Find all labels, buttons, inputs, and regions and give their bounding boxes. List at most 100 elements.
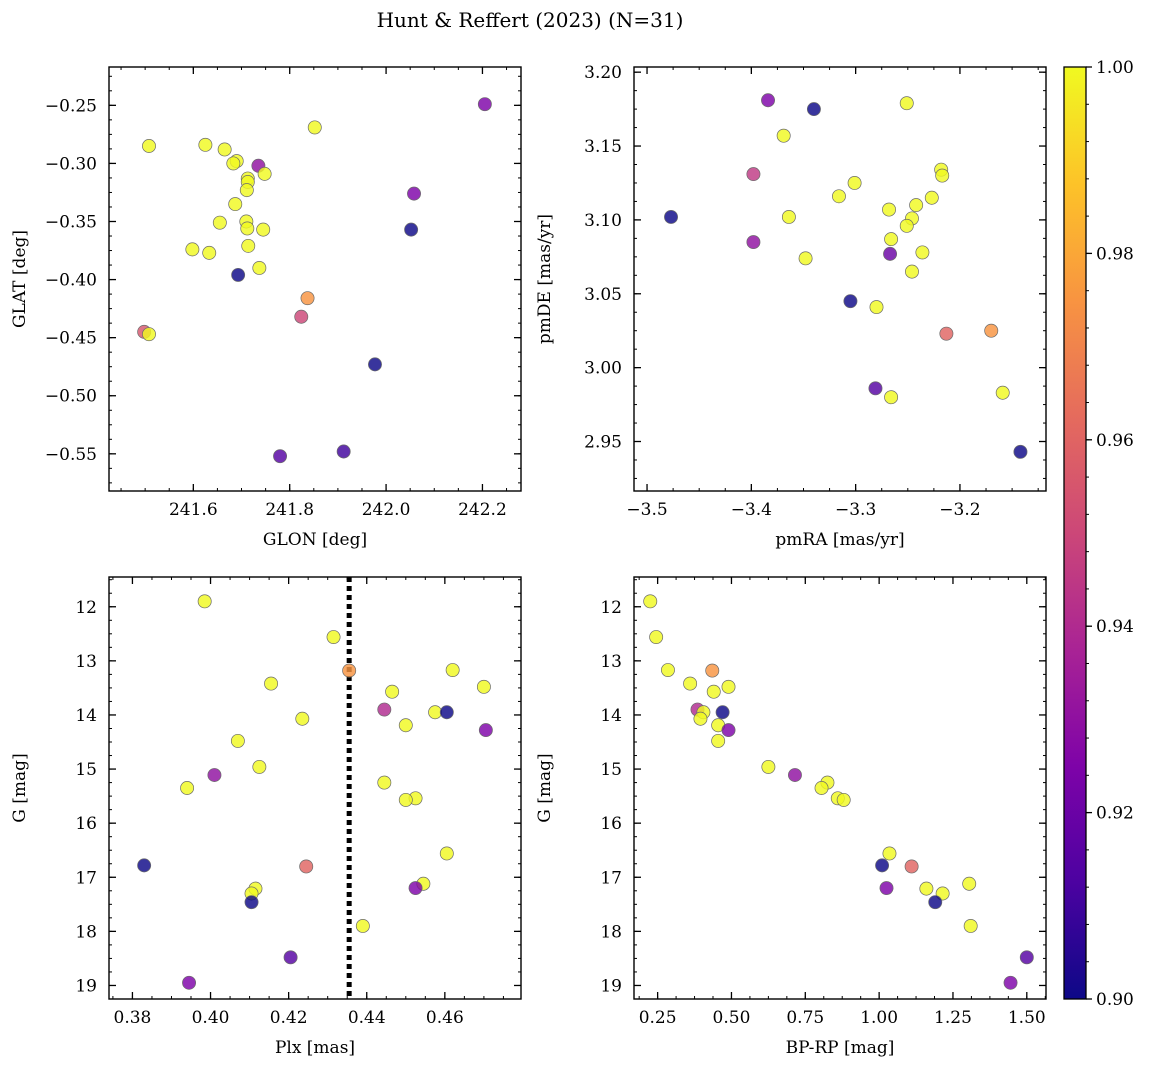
scatter-point [252, 261, 267, 275]
scatter-point [368, 357, 382, 372]
y-tick-label: 3.10 [584, 211, 622, 231]
scatter-point [477, 97, 492, 112]
x-tick-label: 0.25 [639, 1008, 677, 1028]
scatter-point [984, 323, 999, 338]
y-tick-label: −0.50 [45, 387, 97, 407]
scatter-point [428, 705, 443, 720]
scatter-point [294, 309, 309, 324]
scatter-point [962, 876, 977, 891]
scatter-point [336, 444, 351, 459]
axes-frame [108, 576, 522, 1000]
colorbar-tick-label: 0.94 [1096, 617, 1134, 637]
colorbar-tick-label: 1.00 [1096, 58, 1134, 78]
scatter-point [299, 859, 314, 874]
y-tick-label: 19 [75, 976, 97, 996]
colorbar-ticks: 0.90 0.92 0.94 0.96 0.98 1.00 [1086, 58, 1134, 1010]
scatter-point [257, 166, 272, 181]
scatter-point [915, 245, 930, 260]
scatter-point [843, 294, 858, 309]
scatter-point [781, 210, 796, 224]
scatter-point [776, 128, 791, 143]
scatter-point [884, 390, 899, 405]
scatter-point [377, 702, 392, 717]
x-tick-label: 242.0 [362, 500, 411, 520]
scatter-point [355, 919, 370, 933]
scatter-point [706, 684, 721, 699]
scatter-point [939, 326, 954, 341]
scatter-point [264, 676, 279, 691]
scatter-point [806, 102, 821, 117]
scatter-point [404, 222, 419, 237]
scatter-point [226, 156, 241, 171]
y-tick-label: 16 [75, 814, 97, 834]
y-tick-label: 17 [75, 868, 97, 888]
scatter-point [202, 245, 217, 260]
scatter-point [761, 93, 775, 108]
y-tick-label: 14 [600, 706, 622, 726]
scatter-point [398, 718, 413, 733]
scatter-point [1003, 975, 1018, 990]
scatter-point [832, 189, 846, 204]
y-tick-label: 16 [600, 814, 622, 834]
panel-pmra-pmde: −3.5 −3.4 −3.3 −3.2 2.95 3.00 3.05 3.10 3.15 3.20… [535, 63, 1047, 550]
colorbar: 0.90 0.92 0.94 0.96 0.98 1.00 [1063, 58, 1134, 1010]
scatter-point [711, 733, 726, 748]
y-tick-label: 3.15 [584, 137, 622, 157]
scatter-point [875, 858, 890, 873]
y-tick-label: 15 [600, 760, 622, 780]
scatter-point [715, 705, 730, 720]
x-tick-label: 0.42 [270, 1008, 308, 1028]
scatter-point [847, 176, 862, 190]
x-tick-label: 241.6 [169, 500, 218, 520]
scatter-point [342, 663, 357, 678]
x-tick-label: 1.25 [934, 1008, 972, 1028]
scatter-point [137, 858, 152, 873]
x-tick-label: 241.8 [265, 500, 314, 520]
scatter-point [283, 950, 298, 965]
scatter-point [231, 267, 246, 282]
scatter-point [721, 723, 736, 738]
scatter-point [928, 895, 943, 910]
scatter-point [884, 232, 899, 247]
scatter-point [995, 385, 1010, 400]
scatter-point [142, 327, 156, 342]
scatter-point [256, 222, 271, 237]
scatter-point [307, 120, 322, 135]
scatter-point [180, 781, 195, 795]
scatter-point [788, 768, 802, 782]
scatter-point [398, 792, 413, 807]
axes-frame [633, 576, 1047, 1000]
colorbar-gradient [1063, 66, 1087, 1000]
colorbar-tick-label: 0.96 [1096, 431, 1134, 451]
y-axis-label: GLAT [deg] [10, 230, 30, 328]
scatter-point [721, 679, 736, 694]
scatter-point [746, 167, 761, 182]
y-tick-label: −0.40 [45, 271, 97, 291]
x-tick-label: −3.3 [835, 500, 876, 520]
scatter-point [899, 218, 914, 233]
y-axis-label: G [mag] [535, 753, 555, 822]
x-tick-label: −3.2 [939, 500, 980, 520]
scatter-point [919, 881, 934, 896]
scatter-point [439, 705, 454, 720]
scatter-point [240, 221, 255, 236]
panel-bprp-g: 0.25 0.50 0.75 1.00 1.25 1.50 12 13 14 15 16 17 18 19… [535, 576, 1047, 1058]
x-tick-label: 0.50 [713, 1008, 751, 1028]
y-tick-label: 13 [600, 652, 622, 672]
y-tick-label: 18 [75, 922, 97, 942]
panel-plx-g: 0.38 0.40 0.42 0.44 0.46 12 13 14 15 16 17 18 19 Plx … [10, 576, 522, 1058]
y-tick-label: −0.25 [45, 96, 97, 116]
y-tick-label: −0.55 [45, 445, 97, 465]
x-tick-label: 242.2 [458, 500, 507, 520]
y-tick-label: −0.30 [45, 154, 97, 174]
y-tick-label: 12 [600, 598, 622, 618]
scatter-point [445, 663, 460, 678]
scatter-point [476, 679, 491, 694]
colorbar-tick-label: 0.98 [1096, 244, 1134, 264]
colorbar-tick-label: 0.90 [1096, 990, 1134, 1010]
scatter-point [273, 449, 288, 464]
scatter-point [228, 197, 243, 212]
y-tick-label: 3.00 [584, 359, 622, 379]
scatter-point [377, 775, 392, 790]
scatter-point [868, 381, 883, 396]
